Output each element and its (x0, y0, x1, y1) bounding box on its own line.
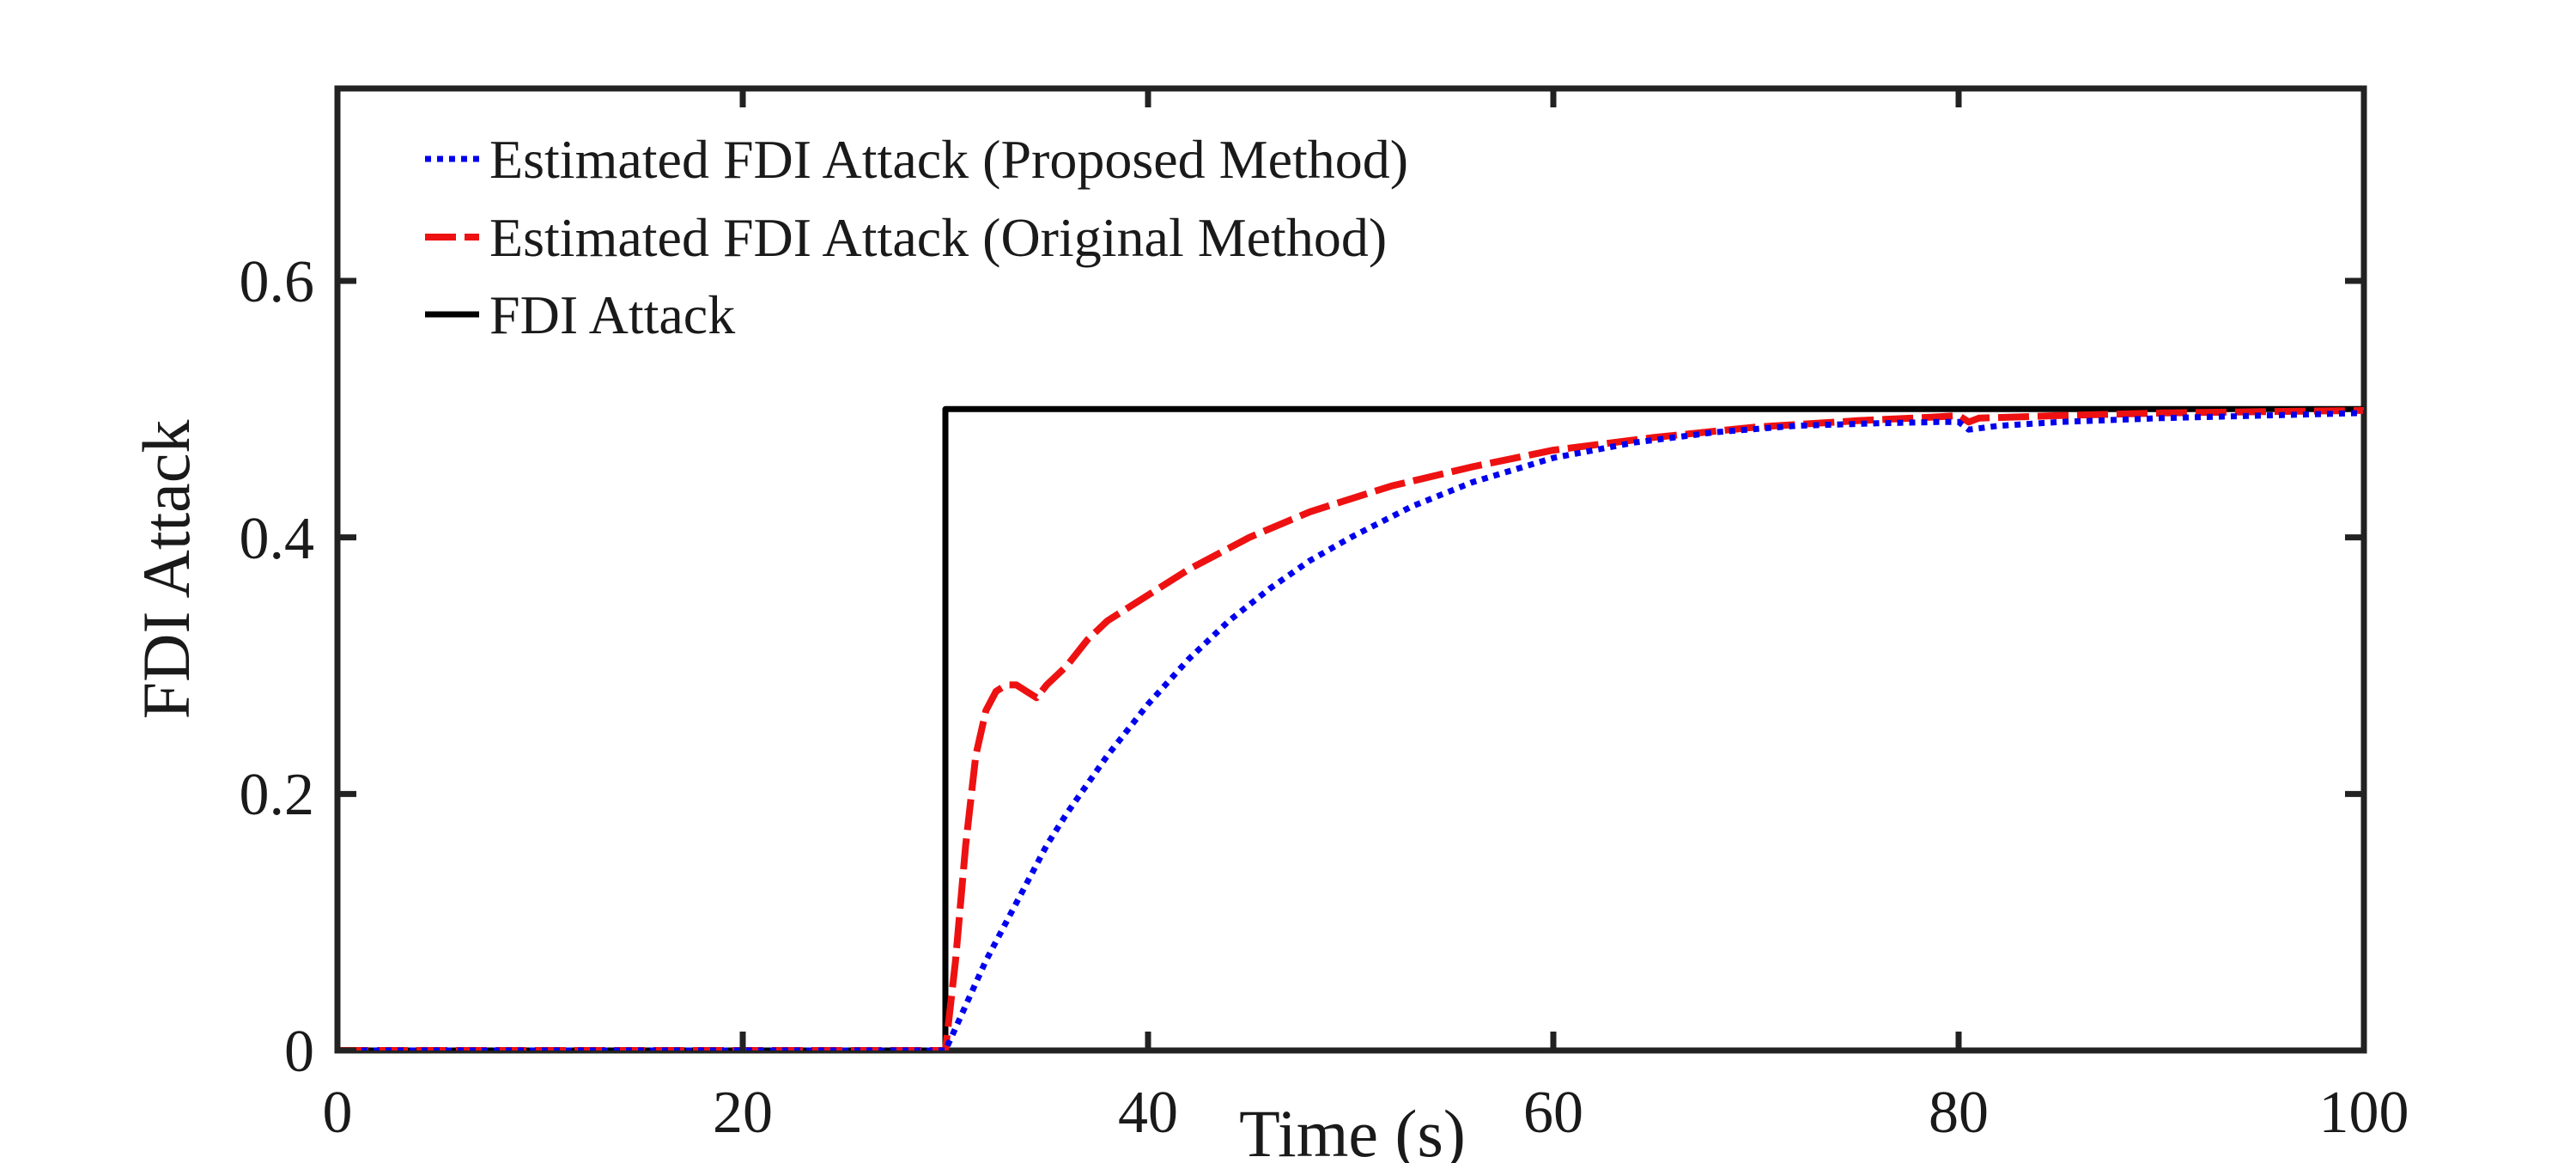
series-line-solid (337, 405, 2364, 1050)
legend-label-proposed: Estimated FDI Attack (Proposed Method) (489, 129, 1408, 190)
legend: Estimated FDI Attack (Proposed Method) E… (425, 129, 1408, 345)
series-layer (337, 405, 2364, 1050)
plot-area (334, 85, 2367, 1054)
legend-label-fdi-attack: FDI Attack (489, 284, 735, 345)
y-axis-title: FDI Attack (129, 420, 204, 720)
legend-label-original: Estimated FDI Attack (Original Method) (489, 207, 1387, 268)
x-tick-label: 80 (1929, 1080, 1989, 1146)
x-tick-label: 40 (1118, 1080, 1178, 1146)
series-line-dotted (337, 410, 2364, 1050)
y-tick-labels: 0 0.2 0.4 0.6 (240, 249, 315, 1085)
y-tick-label: 0.6 (240, 249, 315, 315)
x-tick-label: 0 (323, 1080, 353, 1146)
tick-marks (334, 88, 2367, 1054)
x-tick-labels: 0 20 40 60 80 100 (323, 1080, 2409, 1146)
x-tick-label: 60 (1523, 1080, 1583, 1146)
x-tick-label: 100 (2319, 1080, 2409, 1146)
x-tick-label: 20 (713, 1080, 773, 1146)
x-axis-title: Time (s) (1239, 1096, 1466, 1163)
y-tick-label: 0.2 (240, 762, 315, 828)
y-tick-label: 0 (284, 1019, 314, 1085)
y-tick-label: 0.4 (240, 506, 315, 572)
series-line-dashed (337, 406, 2364, 1050)
